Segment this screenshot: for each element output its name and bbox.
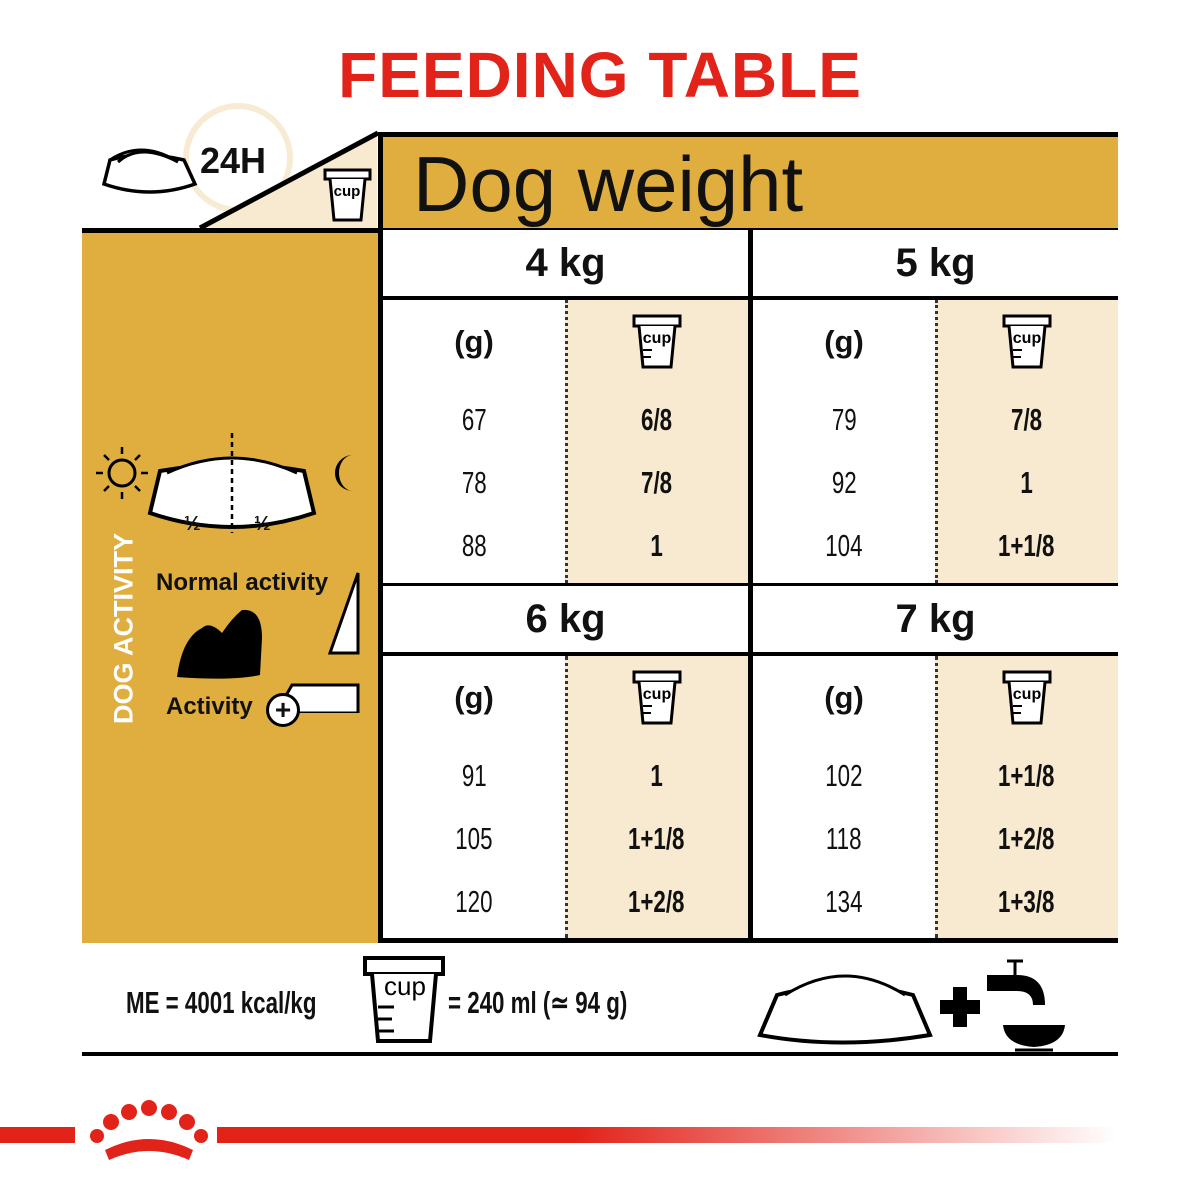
grams-column xyxy=(383,656,565,938)
corner-graphic: cup xyxy=(101,103,380,231)
brand-crown-logo xyxy=(90,1100,208,1160)
grams-value: 91 xyxy=(461,758,487,793)
activity-panel: DOG ACTIVITY ½ ½ Normal activity Activit… xyxy=(82,228,378,943)
svg-text:cup: cup xyxy=(384,971,426,1001)
normal-activity-label: Normal activity xyxy=(156,569,329,596)
water-tap-bowl-icon xyxy=(987,959,1065,1052)
grams-header: (g) xyxy=(824,324,864,359)
activity-graphic xyxy=(96,433,360,713)
brand-bar-right xyxy=(217,1127,1117,1143)
half-left-label: ½ xyxy=(184,513,201,535)
svg-text:cup: cup xyxy=(642,686,671,703)
food-bowl-icon xyxy=(757,974,933,1045)
grams-value: 104 xyxy=(825,528,863,563)
weight-block: 7 kg (g) cup 102 1+1/8 118 1+2/8 134 1+3/8 xyxy=(753,586,1118,938)
plus-icon xyxy=(940,987,980,1027)
cups-value: 1+1/8 xyxy=(998,758,1055,793)
grams-value: 134 xyxy=(825,884,863,919)
grams-column xyxy=(753,656,935,938)
grams-value: 92 xyxy=(831,465,857,500)
cups-value: 1 xyxy=(650,758,663,793)
weight-block: 4 kg (g) cup 67 6/8 78 7/8 88 1 xyxy=(383,230,748,583)
grams-header: (g) xyxy=(454,680,494,715)
brand-bar-left xyxy=(0,1127,75,1143)
cup-icon: cup xyxy=(323,168,372,222)
grams-value: 88 xyxy=(461,528,487,563)
food-bowl-half-icon xyxy=(147,433,317,533)
svg-text:cup: cup xyxy=(1012,686,1041,703)
cups-value: 6/8 xyxy=(640,402,673,437)
cups-value: 1+1/8 xyxy=(628,821,685,856)
half-right-label: ½ xyxy=(254,513,271,535)
cups-value: 7/8 xyxy=(640,465,673,500)
cups-value: 1 xyxy=(650,528,663,563)
weight-header: 5 kg xyxy=(753,230,1118,296)
dog-silhouette-icon xyxy=(177,609,262,679)
grams-value: 79 xyxy=(831,402,857,437)
svg-text:cup: cup xyxy=(334,183,361,200)
footer-divider xyxy=(82,1052,1118,1056)
svg-text:cup: cup xyxy=(642,330,671,347)
weight-header: 4 kg xyxy=(383,230,748,296)
header-title: Dog weight xyxy=(413,140,804,228)
grams-value: 118 xyxy=(826,821,862,856)
cups-value: 1 xyxy=(1020,465,1033,500)
grams-column xyxy=(383,300,565,583)
cup-icon: cup xyxy=(632,314,681,369)
grams-value: 67 xyxy=(461,402,487,437)
header-bar: Dog weight xyxy=(378,132,1118,228)
cups-value: 1+2/8 xyxy=(998,821,1055,856)
svg-text:cup: cup xyxy=(1012,330,1041,347)
food-bowl-icon xyxy=(101,148,198,194)
moon-icon xyxy=(334,455,354,492)
grams-value: 120 xyxy=(455,884,493,919)
cups-value: 1+2/8 xyxy=(628,884,685,919)
cup-icon-large: cup xyxy=(363,956,445,1043)
page-title: FEEDING TABLE xyxy=(338,39,862,111)
cup-equivalence: = 240 ml (≃ 94 g) xyxy=(448,985,628,1020)
weight-block: 6 kg (g) cup 91 1 105 1+1/8 120 1+2/8 xyxy=(383,586,748,938)
weight-header: 7 kg xyxy=(753,586,1118,652)
grams-header: (g) xyxy=(824,680,864,715)
cup-icon: cup xyxy=(632,670,681,725)
cups-value: 1+1/8 xyxy=(998,528,1055,563)
energy-label: ME = 4001 kcal/kg xyxy=(126,985,317,1020)
high-activity-label: Activity xyxy=(166,693,253,720)
grams-value: 78 xyxy=(461,465,487,500)
cup-icon: cup xyxy=(1002,670,1051,725)
cups-value: 7/8 xyxy=(1010,402,1043,437)
food-and-water-graphic xyxy=(757,959,1065,1052)
grams-column xyxy=(753,300,935,583)
grams-value: 105 xyxy=(455,821,493,856)
period-label: 24H xyxy=(200,140,267,181)
sun-icon xyxy=(96,447,148,499)
cup-icon: cup xyxy=(1002,314,1051,369)
plus-circle-icon: + xyxy=(266,693,300,727)
weight-header: 6 kg xyxy=(383,586,748,652)
cups-value: 1+3/8 xyxy=(998,884,1055,919)
grams-value: 102 xyxy=(825,758,863,793)
grams-header: (g) xyxy=(454,324,494,359)
weight-block: 5 kg (g) cup 79 7/8 92 1 104 1+1/8 xyxy=(753,230,1118,583)
